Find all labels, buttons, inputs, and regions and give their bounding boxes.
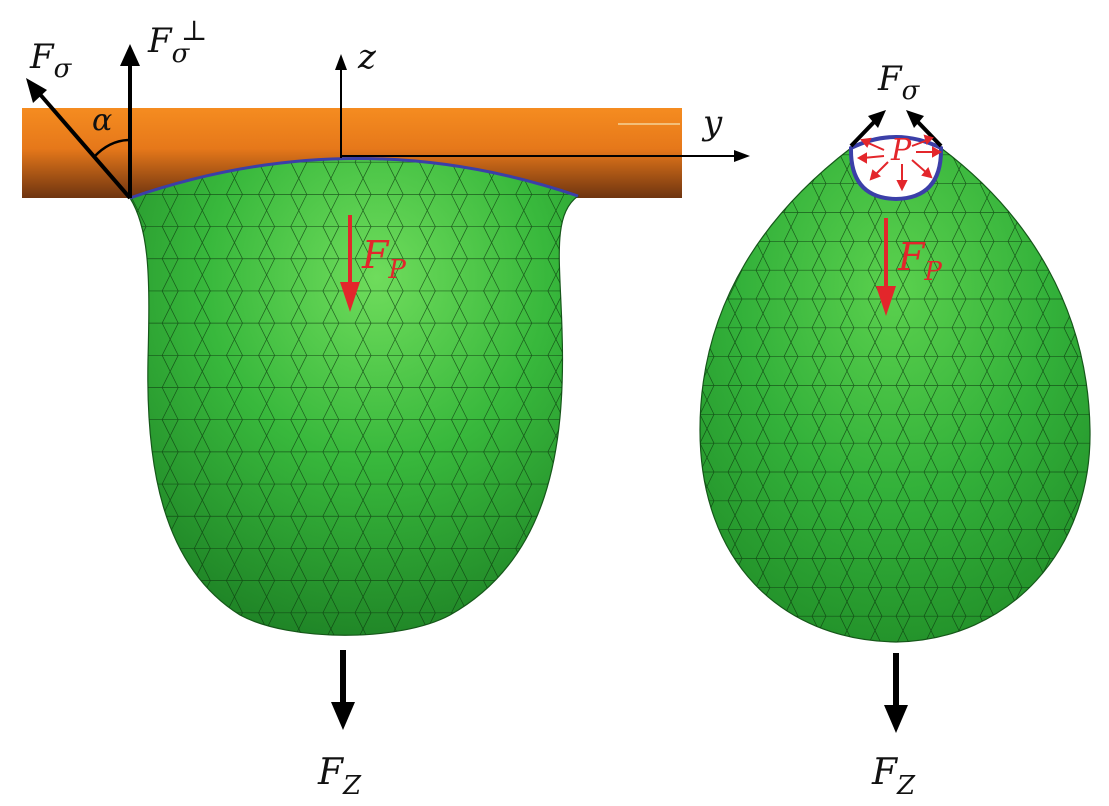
label-f-p-right: FP (897, 235, 942, 287)
mesh-diagonal (258, 158, 276, 636)
pressure-arrows (856, 134, 943, 192)
pressure-force-right (876, 218, 896, 316)
label-f-sigma-perp-sup: ⊥ (181, 14, 207, 47)
mesh-diagonal (783, 137, 799, 642)
mesh-diagonal (322, 158, 340, 636)
mesh-diagonal (951, 137, 967, 642)
mesh-diagonal (451, 158, 468, 636)
mesh-diagonal (1092, 126, 1106, 645)
f-sigma-right-arrow-left (849, 118, 878, 148)
label-pressure: P (890, 133, 912, 168)
left-droplet-body (129, 157, 580, 636)
mesh-diagonal (483, 158, 501, 636)
mesh-diagonal (226, 158, 243, 636)
mesh-diagonal (839, 137, 855, 642)
mesh-diagonal (672, 126, 686, 645)
f-sigma-perp-arrowhead (120, 44, 140, 66)
label-f-sigma: Fσ (29, 37, 73, 84)
mesh-diagonal (226, 158, 243, 636)
label-y-axis: y (701, 103, 723, 143)
mesh-diagonal (951, 137, 967, 642)
mesh-diagonal (580, 130, 596, 645)
left-droplet (98, 130, 628, 645)
mesh-diagonal (867, 137, 883, 642)
gravity-force-left (331, 650, 355, 730)
label-f-sigma-right: Fσ (877, 59, 921, 106)
mesh-diagonal (923, 137, 939, 642)
mesh-diagonal (386, 158, 404, 636)
mesh-diagonal (672, 126, 686, 645)
mesh-diagonal (1092, 126, 1106, 645)
mesh-diagonal (839, 137, 855, 642)
mesh-diagonal (193, 158, 211, 636)
pressure-force-left (340, 215, 360, 312)
mesh-diagonal (811, 137, 827, 642)
f-sigma-right-arrow-right (914, 118, 943, 148)
z-axis-arrowhead (335, 54, 347, 70)
right-surface-forces (849, 110, 943, 148)
mesh-diagonal (98, 130, 114, 645)
label-z-axis: z (357, 37, 377, 77)
mesh-diagonal (811, 137, 827, 642)
label-f-z-right: FZ (871, 752, 916, 801)
mesh-diagonal (386, 158, 404, 636)
f-sigma-right-arrowhead-right (906, 110, 924, 128)
mesh-diagonal (418, 158, 436, 636)
mesh-diagonal (451, 158, 468, 636)
right-droplet (672, 126, 1106, 645)
y-axis-arrowhead (734, 150, 750, 162)
label-f-z-left: FZ (317, 752, 362, 801)
mesh-diagonal (580, 130, 596, 645)
mesh-diagonal (612, 130, 628, 645)
mesh-diagonal (354, 158, 372, 636)
left-surface-forces (26, 44, 140, 200)
label-alpha: α (92, 103, 112, 138)
f-sigma-arrow (36, 90, 132, 200)
mesh-diagonal (979, 137, 995, 642)
mesh-diagonal (783, 137, 799, 642)
mesh-diagonal (193, 158, 211, 636)
left-droplet-mesh (98, 130, 628, 645)
mesh-diagonal (322, 158, 340, 636)
mesh-diagonal (258, 158, 276, 636)
gravity-force-right (884, 653, 908, 733)
mesh-diagonal (867, 137, 883, 642)
mesh-diagonal (923, 137, 939, 642)
mesh-diagonal (290, 158, 308, 636)
label-f-sigma-perp: Fσ (147, 21, 191, 69)
mesh-diagonal (483, 158, 501, 636)
right-droplet-body (699, 136, 1091, 643)
mesh-diagonal (895, 137, 911, 642)
left-contact-line (129, 157, 579, 200)
mesh-diagonal (354, 158, 372, 636)
f-sigma-arrowhead (26, 78, 47, 103)
label-f-p-left: FP (361, 233, 406, 285)
mesh-diagonal (612, 130, 628, 645)
axes (335, 54, 750, 162)
mesh-diagonal (1007, 137, 1023, 642)
alpha-arc (93, 138, 131, 158)
mesh-diagonal (979, 137, 995, 642)
mesh-diagonal (895, 137, 911, 642)
f-sigma-right-arrowhead-left (868, 110, 886, 128)
mesh-diagonal (290, 158, 308, 636)
mesh-diagonal (98, 130, 114, 645)
mesh-diagonal (418, 158, 436, 636)
